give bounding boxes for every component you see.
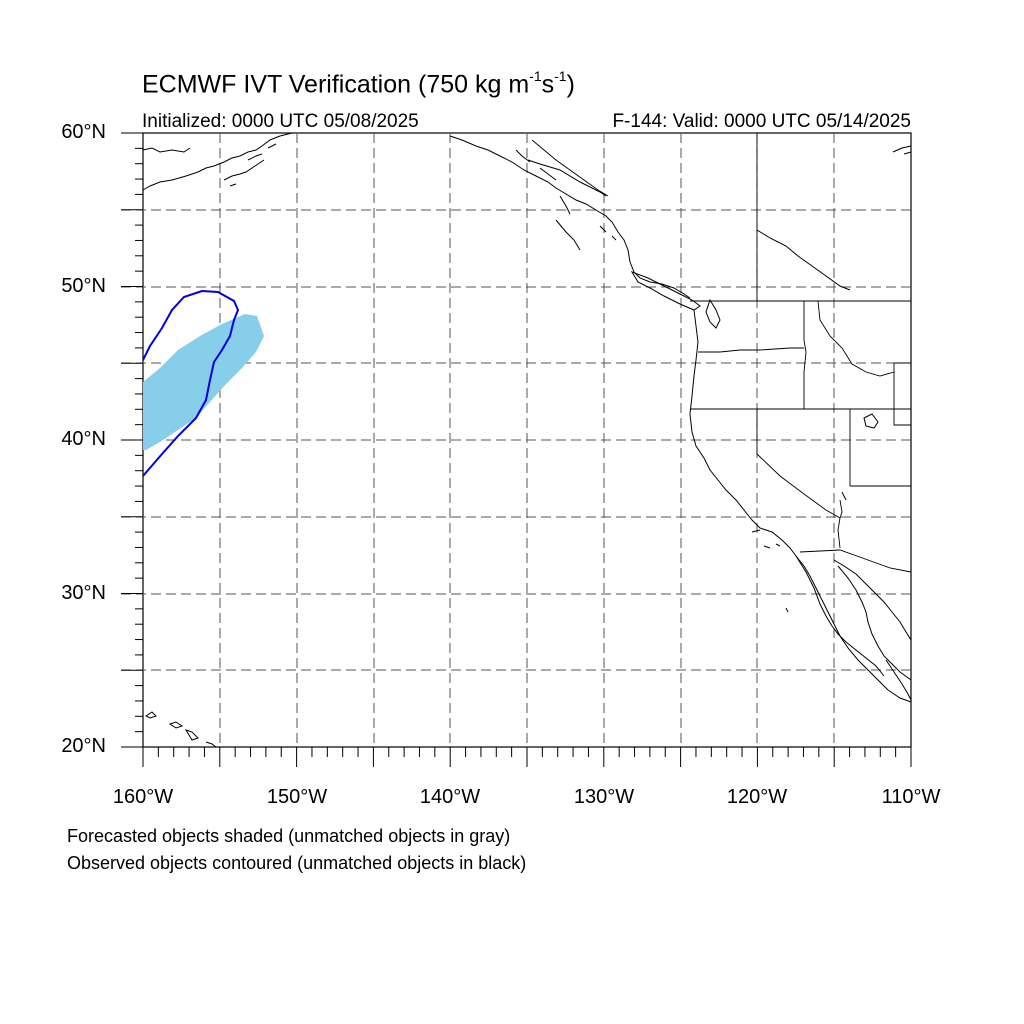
axis-ticks (121, 132, 912, 767)
observed-note: Observed objects contoured (unmatched ob… (67, 853, 527, 873)
lat-label-40: 40°N (61, 428, 106, 450)
lat-label-60: 60°N (61, 121, 106, 143)
lat-label-30: 30°N (61, 582, 106, 604)
lat-label-20: 20°N (61, 735, 106, 757)
forecast-note: Forecasted objects shaded (unmatched obj… (67, 826, 511, 846)
initialized-time: Initialized: 0000 UTC 05/08/2025 (142, 111, 419, 132)
lat-label-50: 50°N (61, 275, 106, 297)
map-title: ECMWF IVT Verification (750 kg m-1s-1) (142, 68, 575, 99)
gridlines (121, 133, 911, 747)
lon-label-160w: 160°W (112, 786, 174, 808)
lon-label-140w: 140°W (419, 786, 481, 808)
lon-label-130w: 130°W (573, 786, 635, 808)
valid-time: F-144: Valid: 0000 UTC 05/14/2025 (612, 111, 911, 132)
political-boundaries (531, 133, 912, 573)
lon-label-120w: 120°W (726, 786, 788, 808)
observed-ivt-contour (142, 289, 240, 477)
lon-label-150w: 150°W (266, 786, 328, 808)
forecast-ivt-object (143, 314, 264, 450)
coastlines (142, 132, 912, 748)
lon-label-110w: 110°W (881, 786, 941, 808)
